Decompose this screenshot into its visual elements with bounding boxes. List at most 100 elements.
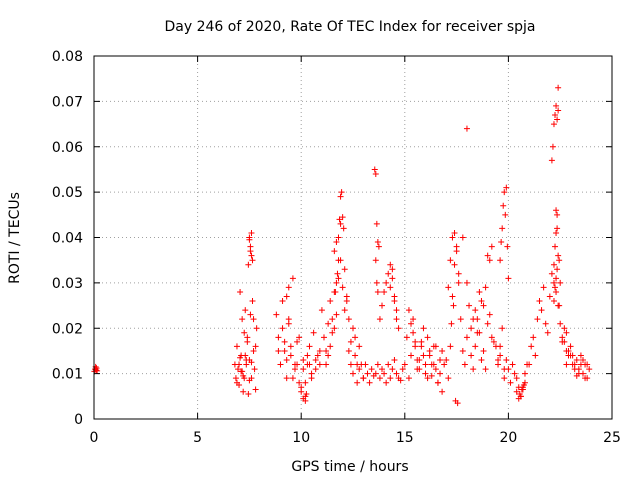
data-point [391, 357, 398, 364]
data-point [553, 275, 560, 282]
x-axis-title: GPS time / hours [291, 459, 408, 475]
data-point [283, 357, 290, 364]
data-point [237, 354, 244, 361]
data-point [500, 202, 507, 209]
data-point [573, 357, 580, 364]
data-point [94, 367, 101, 374]
data-point [306, 343, 313, 350]
data-point [559, 338, 566, 345]
data-point [586, 366, 593, 373]
data-point [249, 257, 256, 264]
data-point [318, 307, 325, 314]
data-point [333, 239, 340, 246]
data-point [544, 329, 551, 336]
data-point [391, 298, 398, 305]
data-point [439, 388, 446, 395]
data-point [374, 288, 381, 295]
data-point [383, 279, 390, 286]
data-point [445, 375, 452, 382]
data-point [393, 316, 400, 323]
data-point [248, 359, 255, 366]
data-point [468, 352, 475, 359]
data-point [287, 343, 294, 350]
data-point [563, 361, 570, 368]
data-point [548, 270, 555, 277]
data-point [332, 288, 339, 295]
chart-title: Day 246 of 2020, Rate Of TEC Index for r… [164, 19, 535, 35]
y-tick-label: 0.01 [52, 367, 83, 383]
data-point [470, 316, 477, 323]
data-point [235, 366, 242, 373]
data-point [552, 243, 559, 250]
data-point [373, 279, 380, 286]
data-point [289, 275, 296, 282]
data-point [530, 334, 537, 341]
data-point [516, 391, 523, 398]
data-point [250, 347, 257, 354]
data-point [482, 366, 489, 373]
data-point [445, 284, 452, 291]
data-point [343, 298, 350, 305]
y-axis-title: ROTI / TECUs [7, 192, 23, 284]
data-point [571, 366, 578, 373]
data-point [233, 379, 240, 386]
data-point [497, 257, 504, 264]
x-tick-label: 20 [499, 430, 517, 446]
data-point [563, 329, 570, 336]
data-point [376, 375, 383, 382]
data-point [275, 334, 282, 341]
data-point [335, 234, 342, 241]
data-point [243, 357, 250, 364]
y-tick-label: 0.07 [52, 94, 83, 110]
data-point [437, 370, 444, 377]
data-point [356, 366, 363, 373]
data-point [420, 325, 427, 332]
data-point [360, 375, 367, 382]
data-point [325, 320, 332, 327]
data-point [513, 375, 520, 382]
data-point [294, 338, 301, 345]
data-point [385, 270, 392, 277]
data-point [323, 347, 330, 354]
data-point [403, 334, 410, 341]
data-point [451, 261, 458, 268]
data-point [565, 347, 572, 354]
data-point [573, 372, 580, 379]
data-point [352, 334, 359, 341]
data-point [334, 270, 341, 277]
data-point [241, 375, 248, 382]
data-point [341, 266, 348, 273]
data-point [480, 302, 487, 309]
x-tick-labels: 0 5 10 15 20 25 [90, 430, 621, 446]
x-tick-label: 15 [396, 430, 414, 446]
data-point [379, 302, 386, 309]
data-point [410, 316, 417, 323]
data-point [553, 288, 560, 295]
data-point [385, 361, 392, 368]
data-point [237, 288, 244, 295]
data-point [453, 248, 460, 255]
data-point [296, 334, 303, 341]
data-point [432, 366, 439, 373]
data-point [399, 366, 406, 373]
data-point [242, 307, 249, 314]
data-point [463, 334, 470, 341]
data-point [534, 316, 541, 323]
data-point [532, 352, 539, 359]
data-point [245, 391, 252, 398]
x-tick-label: 0 [90, 430, 99, 446]
data-point [468, 325, 475, 332]
data-point [488, 243, 495, 250]
data-point [542, 320, 549, 327]
data-point [478, 298, 485, 305]
data-point [550, 261, 557, 268]
data-point [340, 225, 347, 232]
data-point [239, 316, 246, 323]
data-point [553, 102, 560, 109]
data-point [393, 307, 400, 314]
data-point [338, 189, 345, 196]
data-point [428, 361, 435, 368]
data-point [554, 225, 561, 232]
data-point [250, 316, 257, 323]
data-point [327, 343, 334, 350]
